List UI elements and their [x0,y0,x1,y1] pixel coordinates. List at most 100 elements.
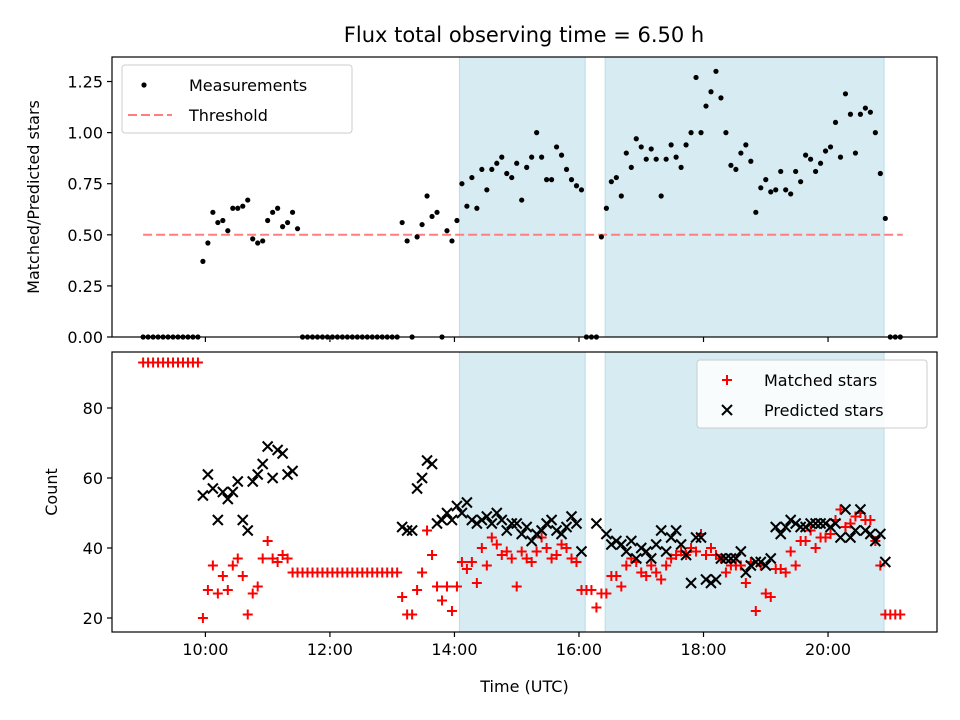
predicted-point [839,503,852,516]
measurement-point [603,205,609,211]
predicted-point [765,552,777,565]
predicted-point [829,517,842,530]
matched-point [217,571,228,581]
predicted-point [705,577,717,589]
measurement-point [289,209,296,215]
measurement-point [663,156,669,162]
measurement-point [748,158,754,164]
predicted-point [680,549,692,561]
predicted-point [232,475,244,488]
matched-point [611,571,622,581]
measurement-point [658,193,664,199]
predicted-point [451,500,463,512]
axes-frame [111,351,938,633]
measurement-point [215,219,221,226]
matched-point [192,357,203,368]
y-tick-label: 1.00 [67,124,103,143]
top-panel: 0.00 0.25 0.50 0.75 1.00 1.25 Matched/Predicte… [24,56,938,347]
measurement-point [778,168,784,175]
predicted-point [261,440,274,453]
measurement-point [718,95,724,101]
measurement-point [648,146,654,152]
matched-point [397,592,408,602]
predicted-point [864,528,877,540]
measurement-point [573,183,580,189]
measurement-point [598,234,604,240]
shaded-span-1 [458,351,586,633]
measurement-point [668,142,674,148]
legend-label: Predicted stars [764,401,884,420]
predicted-point [695,531,707,544]
matched-point [242,609,253,620]
measurement-point [653,156,659,162]
matched-point [516,546,527,557]
measurement-point [643,156,649,162]
predicted-point [605,538,618,551]
measurement-point [882,215,888,222]
matched-point [237,571,248,581]
predicted-point [247,475,259,488]
matched-point [392,567,403,578]
matched-point [432,581,443,592]
measurement-point [414,234,420,240]
measurement-point [524,164,530,170]
matched-point [691,546,702,557]
predicted-point [575,545,588,558]
measurement-point [200,258,206,264]
measurement-point [444,228,450,234]
y-tick-label: 0.00 [67,328,103,347]
measurement-point [867,109,873,115]
measurement-point [205,240,211,246]
predicted-point [237,514,249,526]
measurement-point [469,174,475,181]
measurement-point [758,185,764,191]
predicted-point [281,468,294,481]
matched-point [641,571,652,581]
matched-point [207,560,218,571]
measurement-point [837,154,844,160]
measurement-point [763,177,769,183]
measurement-point [623,150,629,156]
legend-marker-matched [722,375,732,385]
matched-point [561,543,572,553]
matched-point [417,567,428,578]
predicted-point [874,528,887,540]
legend-box [121,64,353,134]
matched-point [825,529,836,539]
predicted-point [496,514,508,526]
predicted-point [640,545,652,558]
matched-point [651,567,662,578]
predicted-point [217,486,229,498]
measurement-point [245,197,251,203]
predicted-point [436,514,448,526]
predicted-point [720,552,732,565]
measurement-point [803,152,809,158]
predicted-point [456,507,468,519]
measurement-point [872,130,878,136]
legend: Measurements Threshold [121,64,353,134]
predicted-point [202,468,214,481]
predicted-point [859,524,872,537]
predicted-point [555,528,568,540]
matched-point [536,532,547,543]
predicted-point [520,521,533,533]
measurement-point [210,209,216,215]
series-predicted-stars [197,440,892,589]
predicted-point [590,517,603,530]
predicted-point [735,545,747,558]
predicted-point [396,521,408,533]
measurement-point [728,162,734,168]
measurement-point [578,187,585,193]
y-tick-label: 40 [83,539,103,558]
predicted-point [406,524,418,537]
matched-point [466,557,477,567]
measurement-point [544,177,550,183]
matched-point [591,602,602,613]
predicted-point [416,472,428,484]
measurement-point [429,213,435,220]
measurement-point [798,179,804,185]
predicted-point [242,524,254,537]
measurement-point [743,142,749,148]
shaded-span-1 [458,56,586,338]
predicted-point [511,517,523,530]
